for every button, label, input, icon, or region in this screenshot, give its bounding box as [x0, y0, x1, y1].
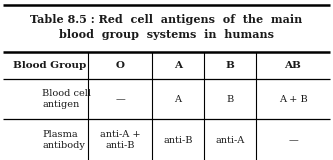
Text: Blood Group: Blood Group	[13, 61, 87, 70]
Text: anti-B: anti-B	[163, 136, 193, 145]
Text: A + B: A + B	[279, 95, 307, 104]
Text: —: —	[288, 136, 298, 145]
Text: Table 8.5 : Red  cell  antigens  of  the  main
blood  group  systems  in  humans: Table 8.5 : Red cell antigens of the mai…	[30, 14, 303, 40]
Text: B: B	[226, 61, 234, 70]
Text: O: O	[116, 61, 125, 70]
Text: A: A	[174, 95, 181, 104]
Text: A: A	[174, 61, 182, 70]
Text: anti-A: anti-A	[215, 136, 245, 145]
Text: Blood cell
antigen: Blood cell antigen	[43, 89, 92, 109]
Text: B: B	[226, 95, 234, 104]
Text: Plasma
antibody: Plasma antibody	[43, 130, 85, 150]
Text: anti-A +
anti-B: anti-A + anti-B	[100, 130, 140, 150]
Text: —: —	[115, 95, 125, 104]
Text: AB: AB	[284, 61, 301, 70]
